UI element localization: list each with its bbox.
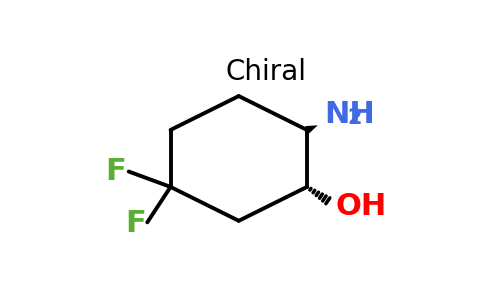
Text: 2: 2 — [347, 108, 362, 128]
Text: NH: NH — [324, 100, 375, 129]
Text: F: F — [105, 157, 126, 186]
Text: F: F — [125, 209, 146, 238]
Text: OH: OH — [335, 192, 387, 221]
Polygon shape — [305, 125, 318, 134]
Text: Chiral: Chiral — [226, 58, 306, 86]
